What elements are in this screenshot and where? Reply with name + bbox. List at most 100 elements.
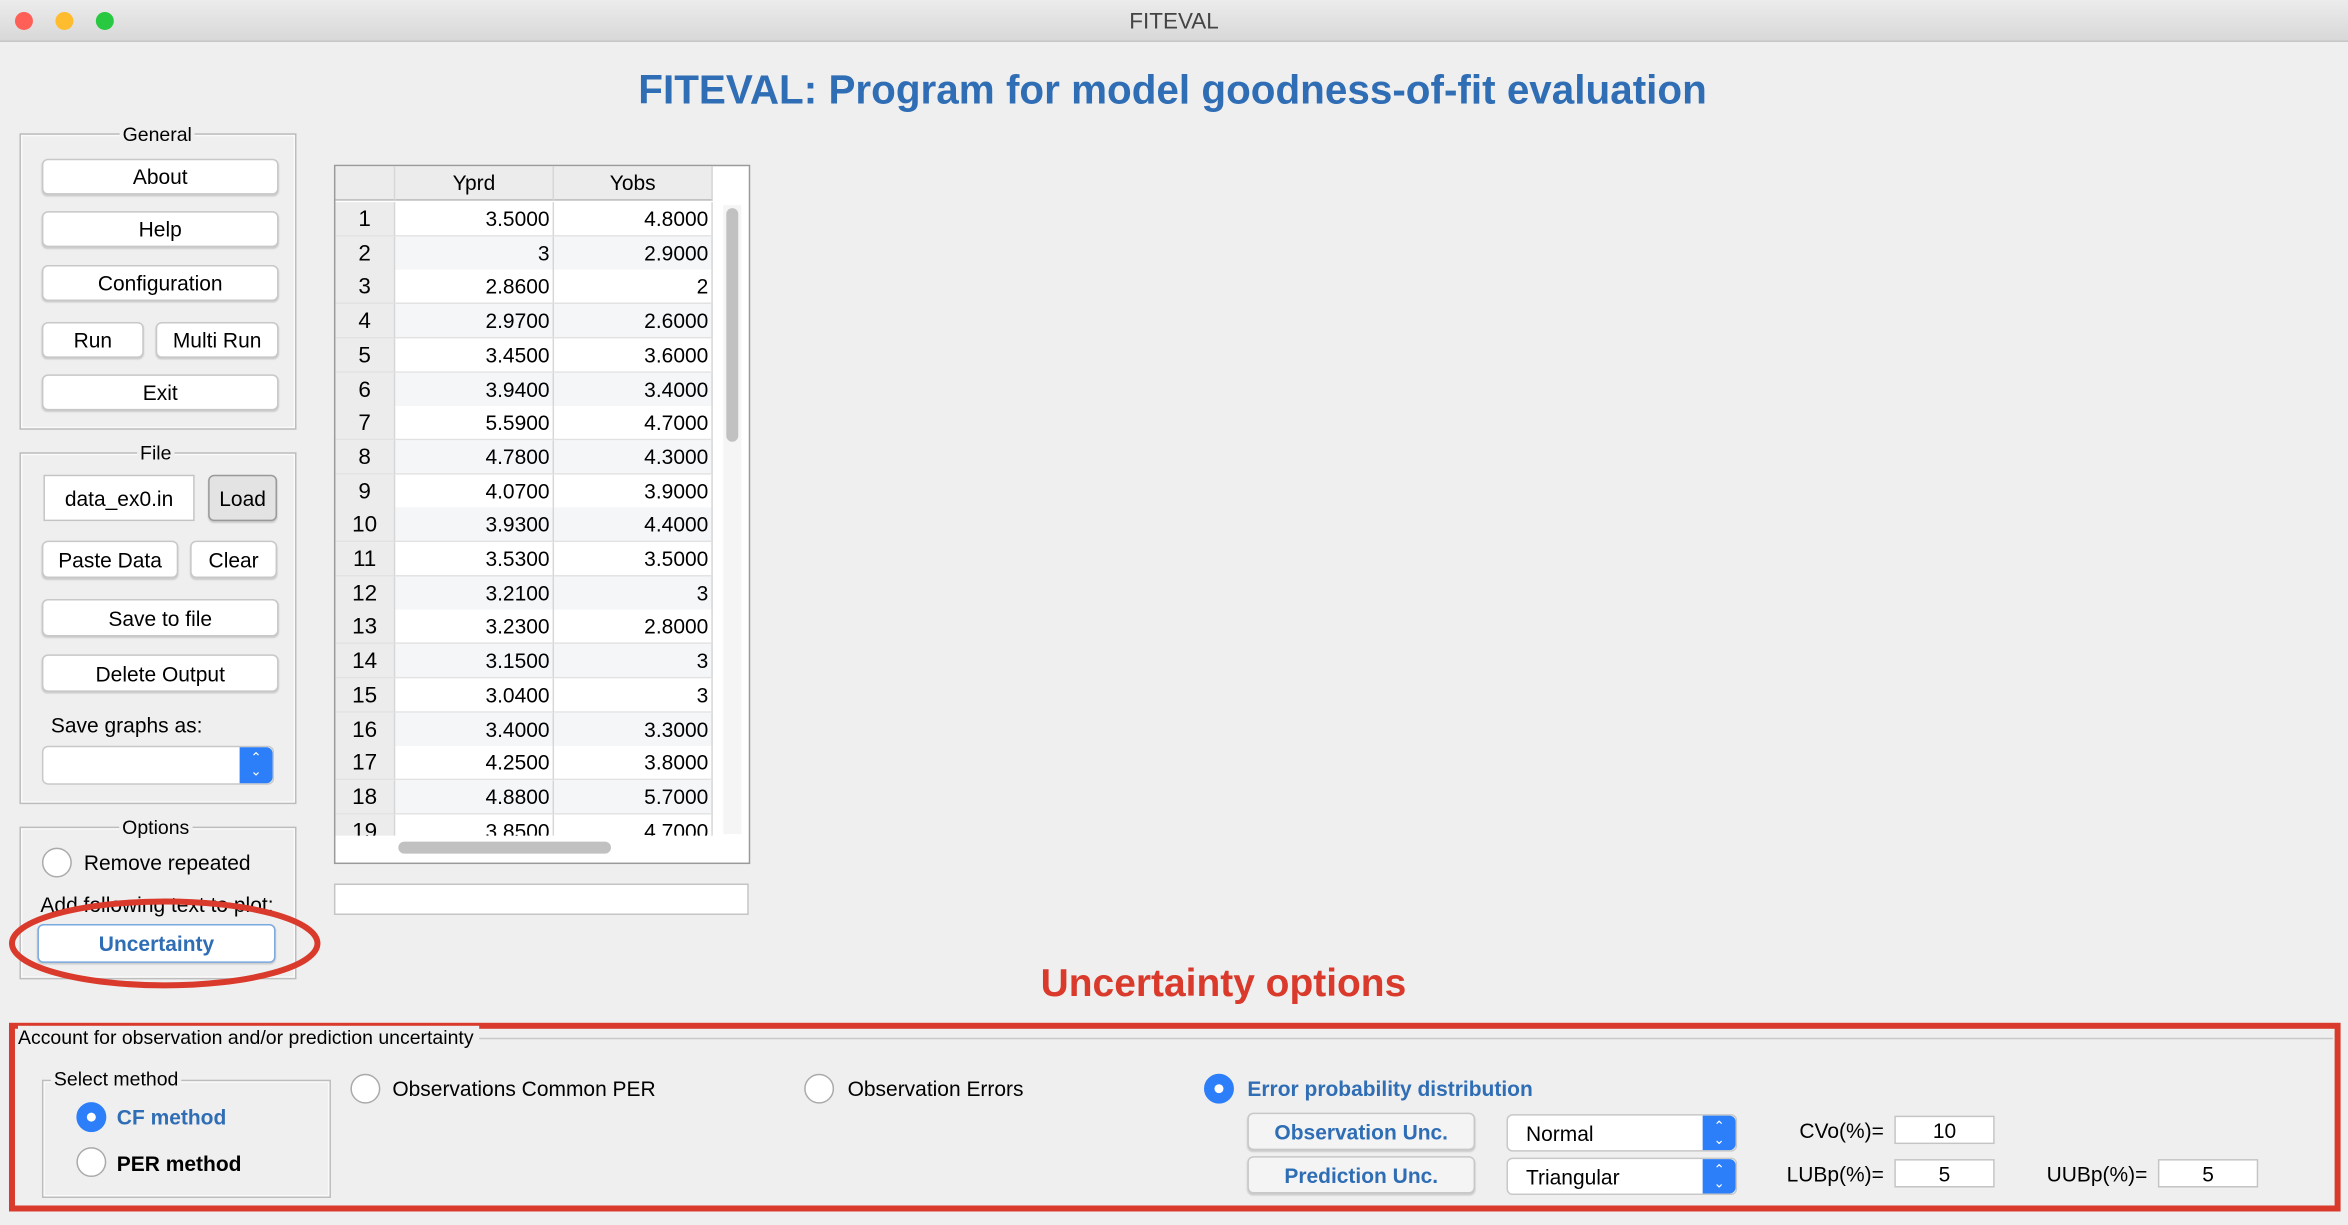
table-cell: 2.8600 bbox=[395, 270, 555, 305]
table-cell: 3.0400 bbox=[395, 678, 555, 713]
observation-unc-button[interactable]: Observation Unc. bbox=[1247, 1112, 1476, 1151]
radio-label: Observation Errors bbox=[847, 1076, 1024, 1101]
table-cell: 4.4000 bbox=[554, 508, 713, 543]
cvo-field[interactable]: 10 bbox=[1894, 1115, 1995, 1145]
row-number: 10 bbox=[335, 508, 396, 543]
dropdown-arrow: ⌃ ⌄ bbox=[1702, 1159, 1736, 1194]
table-cell: 3.8500 bbox=[395, 814, 555, 836]
close-button[interactable] bbox=[14, 11, 33, 30]
window-title: FITEVAL bbox=[1129, 8, 1219, 35]
row-number: 17 bbox=[335, 746, 396, 781]
row-number: 11 bbox=[335, 542, 396, 577]
observation-errors-radio[interactable] bbox=[804, 1073, 835, 1104]
cf-method-radio[interactable] bbox=[76, 1102, 107, 1133]
table-cell: 2.9000 bbox=[554, 236, 713, 271]
lubp-field[interactable]: 5 bbox=[1894, 1159, 1995, 1188]
dropdown-arrow: ⌃ ⌄ bbox=[1702, 1115, 1736, 1151]
exit-button[interactable]: Exit bbox=[41, 374, 279, 411]
help-button[interactable]: Help bbox=[41, 211, 279, 248]
table-cell: 3.2100 bbox=[395, 576, 555, 611]
common-per-radio[interactable] bbox=[350, 1073, 381, 1104]
uncertainty-button[interactable]: Uncertainty bbox=[37, 923, 276, 963]
row-number: 15 bbox=[335, 678, 396, 713]
column-header: Yprd bbox=[395, 166, 555, 201]
run-button[interactable]: Run bbox=[41, 321, 144, 358]
prediction-unc-button[interactable]: Prediction Unc. bbox=[1247, 1156, 1476, 1194]
scroll-thumb[interactable] bbox=[398, 841, 611, 854]
table-cell: 2.6000 bbox=[554, 304, 713, 339]
filename-field[interactable]: data_ex0.in bbox=[43, 474, 195, 522]
group-label: File bbox=[137, 441, 175, 465]
per-method-radio[interactable] bbox=[76, 1147, 107, 1178]
table-cell: 3.5000 bbox=[395, 202, 555, 237]
row-number: 7 bbox=[335, 406, 396, 441]
table-cell: 3 bbox=[554, 678, 713, 713]
table-cell: 4.3000 bbox=[554, 440, 713, 475]
method-group bbox=[41, 1079, 331, 1198]
observation-distribution-dropdown[interactable]: Normal ⌃ ⌄ bbox=[1506, 1114, 1738, 1152]
uubp-label: UUBp(%)= bbox=[2046, 1162, 2148, 1187]
table-cell: 4.7800 bbox=[395, 440, 555, 475]
row-number: 18 bbox=[335, 780, 396, 815]
table-cell: 3.9400 bbox=[395, 372, 555, 407]
group-label: Select method bbox=[50, 1067, 182, 1091]
table-cell: 3.4000 bbox=[554, 372, 713, 407]
delete-output-button[interactable]: Delete Output bbox=[41, 654, 279, 692]
highlight-ellipse bbox=[8, 898, 321, 989]
error-distribution-radio[interactable] bbox=[1203, 1073, 1234, 1104]
table-cell: 2.8000 bbox=[554, 610, 713, 645]
table-cell: 3.9000 bbox=[554, 474, 713, 509]
row-number: 13 bbox=[335, 610, 396, 645]
table-cell: 3.4500 bbox=[395, 338, 555, 373]
radio-label: Observations Common PER bbox=[392, 1076, 656, 1101]
app-title: FITEVAL: Program for model goodness-of-f… bbox=[638, 67, 1707, 113]
row-number: 4 bbox=[335, 304, 396, 339]
about-button[interactable]: About bbox=[41, 158, 279, 195]
table-cell: 3.9300 bbox=[395, 508, 555, 543]
scroll-thumb[interactable] bbox=[726, 208, 739, 442]
minimize-button[interactable] bbox=[55, 11, 74, 30]
annotation: Uncertainty options bbox=[1040, 959, 1407, 1005]
row-number: 3 bbox=[335, 270, 396, 305]
save-graphs-dropdown[interactable]: ⌃ ⌄ bbox=[41, 745, 275, 785]
paste-data-button[interactable]: Paste Data bbox=[41, 540, 179, 579]
table-cell: 3 bbox=[395, 236, 555, 271]
row-number: 19 bbox=[335, 814, 396, 836]
row-number: 6 bbox=[335, 372, 396, 407]
radio-label: CF method bbox=[116, 1105, 227, 1130]
uncertainty-highlight bbox=[8, 1022, 2341, 1212]
text-field[interactable] bbox=[333, 883, 749, 915]
dropdown-arrow: ⌃ ⌄ bbox=[239, 747, 273, 784]
clear-button[interactable]: Clear bbox=[190, 540, 278, 579]
configuration-button[interactable]: Configuration bbox=[41, 265, 279, 301]
group-label: Options bbox=[119, 816, 193, 839]
multi-run-button[interactable]: Multi Run bbox=[155, 321, 279, 358]
table-cell: 4.7000 bbox=[554, 406, 713, 441]
title-bar bbox=[0, 0, 2348, 42]
row-number: 9 bbox=[335, 474, 396, 509]
row-number: 12 bbox=[335, 576, 396, 611]
save-file-button[interactable]: Save to file bbox=[41, 599, 279, 637]
table-cell: 3 bbox=[554, 644, 713, 679]
row-number: 5 bbox=[335, 338, 396, 373]
dropdown-value: Normal bbox=[1525, 1120, 1594, 1145]
table-cell: 3.2300 bbox=[395, 610, 555, 645]
data-table: Yprd Yobs 1 3.5000 4.8000 2 3 2.9000 3 2.8600 2 4 2.… bbox=[333, 164, 751, 865]
table-cell: 3.3000 bbox=[554, 712, 713, 747]
table-cell: 3.5300 bbox=[395, 542, 555, 577]
load-button[interactable]: Load bbox=[208, 474, 278, 522]
h-scrollbar[interactable] bbox=[335, 839, 720, 857]
zoom-button[interactable] bbox=[95, 11, 114, 30]
v-scrollbar[interactable] bbox=[723, 205, 742, 835]
uubp-field[interactable]: 5 bbox=[2157, 1159, 2259, 1188]
table-cell: 3 bbox=[554, 576, 713, 611]
table-cell: 3.6000 bbox=[554, 338, 713, 373]
table-cell: 5.5900 bbox=[395, 406, 555, 441]
table-body: Yprd Yobs 1 3.5000 4.8000 2 3 2.9000 3 2.8600 2 4 2.… bbox=[335, 166, 720, 836]
table-cell: 2.9700 bbox=[395, 304, 555, 339]
table-cell: 4.0700 bbox=[395, 474, 555, 509]
remove-repeated-radio[interactable] bbox=[41, 847, 72, 878]
prediction-distribution-dropdown[interactable]: Triangular ⌃ ⌄ bbox=[1506, 1157, 1738, 1196]
radio-label: Remove repeated bbox=[83, 850, 251, 875]
